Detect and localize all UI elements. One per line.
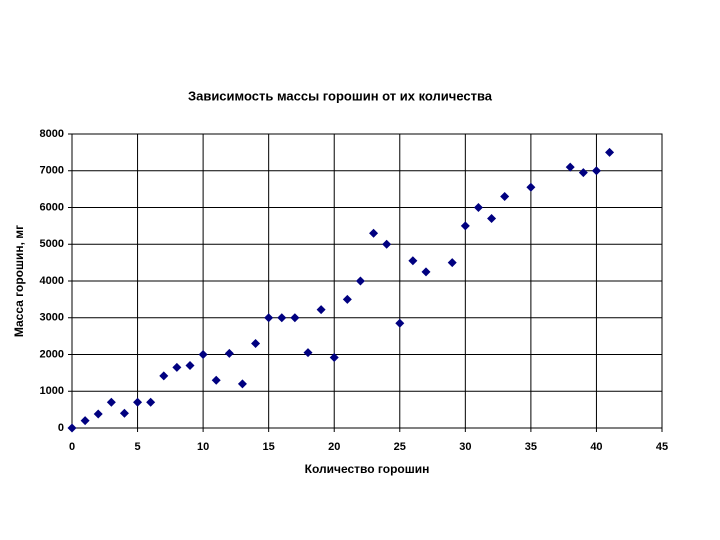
- point: [159, 371, 169, 381]
- x-tick-label: 10: [197, 441, 209, 453]
- point: [237, 379, 247, 389]
- point: [382, 239, 392, 249]
- point: [500, 191, 510, 201]
- point: [421, 267, 431, 277]
- x-tick-label: 40: [590, 441, 602, 453]
- point: [211, 375, 221, 385]
- point: [369, 228, 379, 238]
- point: [447, 258, 457, 268]
- chart-title: Зависимость массы горошин от их количест…: [188, 88, 493, 103]
- y-tick-label: 2000: [40, 348, 64, 360]
- point: [316, 305, 326, 315]
- point: [487, 214, 497, 224]
- point: [303, 348, 313, 358]
- x-tick-label: 30: [459, 441, 471, 453]
- x-tick-label: 45: [656, 441, 668, 453]
- x-tick-label: 5: [134, 441, 140, 453]
- point: [198, 350, 208, 359]
- point: [277, 313, 287, 323]
- point: [251, 338, 261, 348]
- point: [264, 313, 274, 323]
- point: [106, 397, 116, 407]
- x-tick-label: 15: [263, 441, 275, 453]
- x-tick-label: 25: [394, 441, 406, 453]
- point: [67, 423, 77, 433]
- y-tick-label: 3000: [40, 312, 64, 324]
- point: [605, 147, 615, 157]
- point: [224, 348, 234, 358]
- point: [578, 168, 588, 178]
- x-tick-label: 20: [328, 441, 340, 453]
- point: [355, 276, 365, 286]
- y-tick-label: 7000: [40, 165, 64, 177]
- point: [329, 352, 339, 362]
- y-tick-label: 5000: [40, 238, 64, 250]
- point: [473, 203, 483, 212]
- point: [93, 409, 103, 419]
- x-tick-label: 35: [525, 441, 537, 453]
- point: [146, 397, 156, 407]
- y-tick-label: 4000: [40, 275, 64, 287]
- x-tick-label: 0: [69, 441, 75, 453]
- point: [591, 166, 601, 176]
- point: [185, 361, 195, 371]
- y-tick-label: 1000: [40, 385, 64, 397]
- plot-frame: [71, 133, 663, 429]
- point: [526, 182, 536, 192]
- point: [119, 408, 129, 418]
- x-axis-label: Количество горошин: [305, 462, 430, 476]
- y-axis-label: Масса горошин, мг: [12, 225, 26, 337]
- point: [408, 256, 418, 266]
- y-tick-label: 8000: [40, 128, 64, 140]
- point: [80, 416, 90, 426]
- point: [290, 313, 300, 323]
- y-tick-label: 0: [58, 422, 64, 434]
- point: [460, 221, 470, 231]
- point: [565, 162, 575, 172]
- point: [133, 397, 143, 407]
- point: [342, 294, 352, 304]
- y-tick-label: 6000: [40, 201, 64, 213]
- point: [395, 318, 405, 328]
- point: [172, 362, 182, 372]
